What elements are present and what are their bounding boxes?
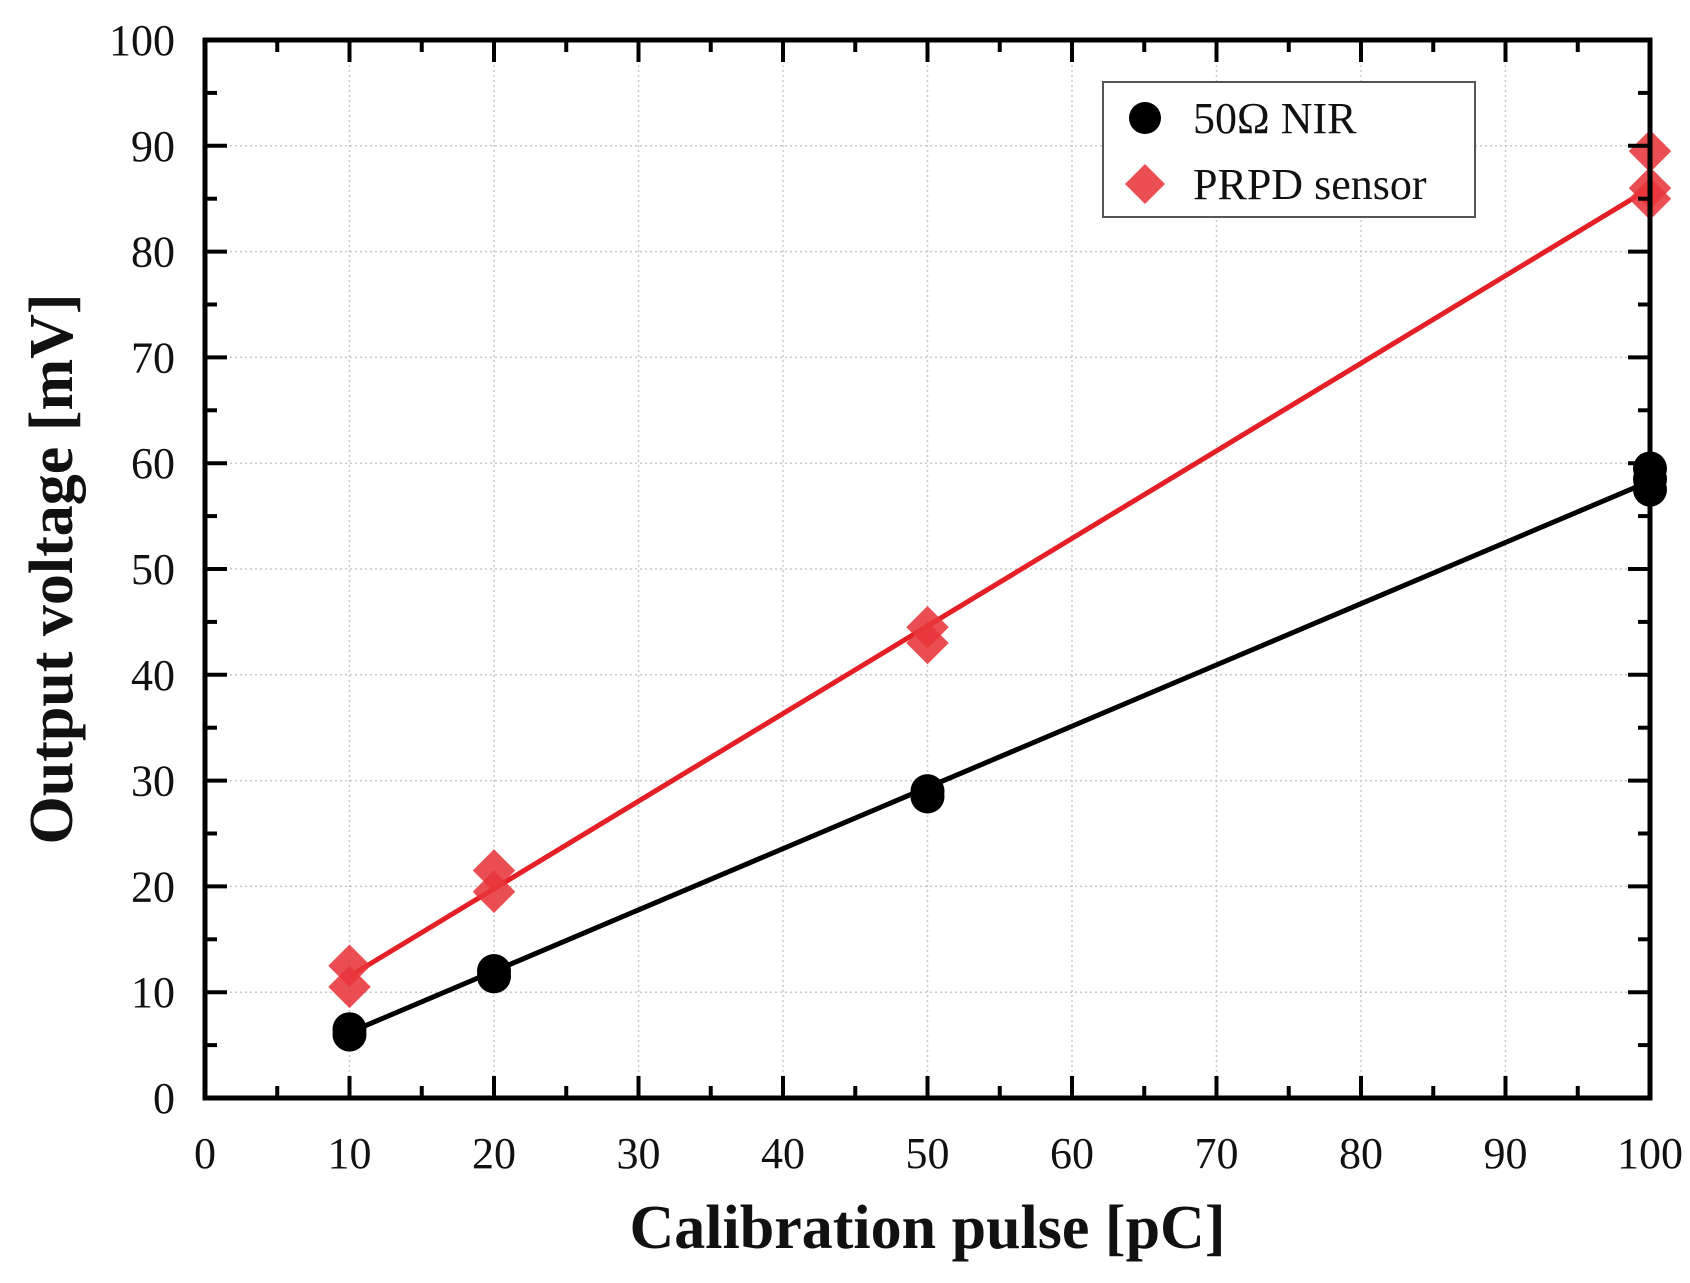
axis-ticks	[203, 38, 1652, 1100]
fit-line-nir	[348, 478, 1651, 1035]
y-tick-label: 10	[131, 968, 175, 1017]
x-tick-label: 100	[1617, 1129, 1683, 1178]
x-tick-label: 50	[906, 1129, 950, 1178]
data-points	[328, 129, 1672, 1052]
y-tick-label: 90	[131, 122, 175, 171]
x-axis-title: Calibration pulse [pC]	[630, 1194, 1226, 1262]
legend-entry-prpd: PRPD sensor	[1125, 160, 1427, 209]
y-tick-label: 40	[131, 651, 175, 700]
x-tick-label: 70	[1195, 1129, 1239, 1178]
fit-lines	[348, 185, 1652, 1035]
prpd-data-point	[472, 870, 516, 913]
legend-entry-nir: 50Ω NIR	[1129, 94, 1357, 143]
y-tick-label: 100	[109, 16, 175, 65]
fit-line-prpd	[348, 185, 1652, 979]
y-tick-label: 30	[131, 757, 175, 806]
y-tick-labels: 0 10 20 30 40 50 60 70 80 90 100	[109, 16, 175, 1123]
legend-label: PRPD sensor	[1193, 160, 1427, 209]
x-tick-label: 0	[194, 1129, 216, 1178]
x-tick-label: 80	[1339, 1129, 1383, 1178]
x-tick-label: 20	[472, 1129, 516, 1178]
x-tick-label: 40	[761, 1129, 805, 1178]
y-axis-title: Output voltage [mV]	[18, 293, 86, 844]
y-tick-label: 20	[131, 862, 175, 911]
nir-data-point	[910, 779, 945, 814]
legend-circle-marker	[1129, 102, 1161, 134]
y-tick-label: 80	[131, 228, 175, 277]
prpd-data-point	[906, 621, 949, 665]
y-tick-label: 0	[153, 1074, 175, 1123]
legend-diamond-marker	[1125, 164, 1165, 204]
y-tick-label: 60	[131, 439, 175, 488]
legend-entries: 50Ω NIR PRPD sensor	[1125, 94, 1427, 209]
x-tick-label: 10	[328, 1129, 372, 1178]
y-tick-label: 50	[131, 545, 175, 594]
x-tick-label: 90	[1484, 1129, 1528, 1178]
x-tick-label: 30	[617, 1129, 661, 1178]
nir-data-point	[332, 1017, 367, 1052]
x-tick-label: 60	[1050, 1129, 1094, 1178]
x-tick-labels: 0 10 20 30 40 50 60 70 80 90 100	[194, 1129, 1683, 1178]
y-tick-label: 70	[131, 333, 175, 382]
legend-label: 50Ω NIR	[1193, 94, 1357, 143]
legend-box	[1102, 81, 1476, 218]
prpd-data-point	[328, 965, 371, 1009]
legend: 50Ω NIR PRPD sensor	[1102, 81, 1476, 218]
nir-data-point	[477, 959, 511, 994]
